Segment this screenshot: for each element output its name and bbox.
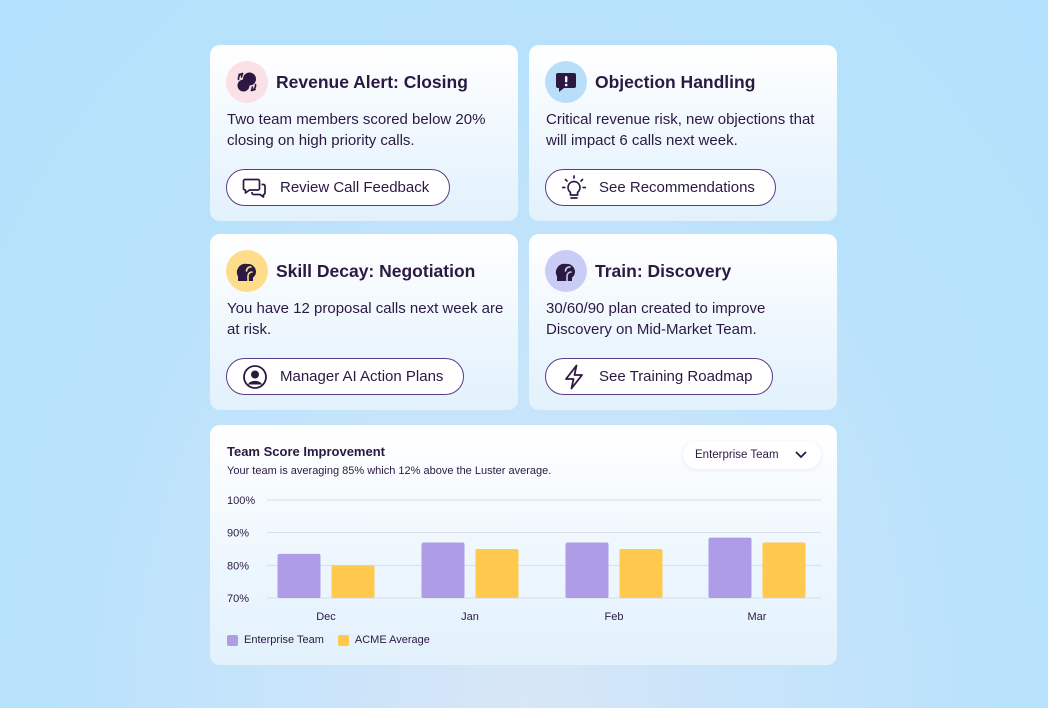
- x-tick-label: Jan: [461, 611, 479, 623]
- bar-acme-feb: [619, 549, 663, 598]
- card-title: Skill Decay: Negotiation: [276, 260, 476, 281]
- y-tick-label: 70%: [227, 593, 249, 605]
- x-tick-label: Feb: [605, 611, 624, 623]
- bar-enterprise-jan: [421, 542, 465, 598]
- train-discovery-card: Train: Discovery 30/60/90 plan created t…: [529, 234, 837, 410]
- chart-title: Team Score Improvement: [227, 444, 385, 459]
- dropdown-selected-value: Enterprise Team: [695, 449, 779, 461]
- x-tick-label: Mar: [748, 611, 767, 623]
- review-call-feedback-button[interactable]: Review Call Feedback: [226, 169, 451, 206]
- chart-legend: Enterprise Team ACME Average: [227, 634, 444, 646]
- card-header: Revenue Alert: Closing: [226, 61, 468, 103]
- revenue-alert-card: Revenue Alert: Closing Two team members …: [210, 45, 518, 221]
- button-label: See Training Roadmap: [599, 368, 753, 385]
- card-header: Objection Handling: [545, 61, 755, 103]
- manager-ai-action-plans-button[interactable]: Manager AI Action Plans: [226, 358, 465, 395]
- button-label: Manager AI Action Plans: [280, 368, 444, 385]
- y-tick-label: 100%: [227, 495, 255, 507]
- legend-item-enterprise: Enterprise Team: [227, 634, 324, 646]
- card-title: Train: Discovery: [595, 260, 732, 281]
- skill-decay-card: Skill Decay: Negotiation You have 12 pro…: [210, 234, 518, 410]
- head-silhouette-icon: [226, 250, 268, 292]
- chevron-down-icon: [795, 451, 807, 458]
- card-title: Objection Handling: [595, 71, 756, 92]
- button-label: See Recommendations: [599, 179, 755, 196]
- card-header: Skill Decay: Negotiation: [226, 250, 475, 292]
- card-title: Revenue Alert: Closing: [276, 71, 468, 92]
- lightbulb-icon: [561, 174, 587, 201]
- bar-acme-dec: [331, 565, 375, 598]
- legend-label: ACME Average: [354, 634, 430, 646]
- revenue-alert-icon: [226, 61, 268, 103]
- bar-acme-jan: [475, 549, 519, 598]
- bar-enterprise-mar: [708, 537, 752, 598]
- see-recommendations-button[interactable]: See Recommendations: [545, 169, 776, 206]
- bar-chart: 70% 80% 90% 100% Dec Jan Feb Mar: [227, 495, 821, 623]
- card-description: You have 12 proposal calls next week are…: [227, 300, 504, 338]
- chart-subtitle: Your team is averaging 85% which 12% abo…: [227, 465, 552, 477]
- head-silhouette-icon: [545, 250, 587, 292]
- team-score-chart-card: Team Score Improvement Your team is aver…: [210, 425, 837, 665]
- card-description: Critical revenue risk, new objections th…: [546, 111, 815, 149]
- see-training-roadmap-button[interactable]: See Training Roadmap: [545, 358, 774, 395]
- y-tick-label: 90%: [227, 528, 249, 540]
- user-circle-icon: [242, 364, 268, 390]
- team-select-dropdown[interactable]: Enterprise Team: [683, 441, 821, 469]
- legend-swatch: [227, 634, 238, 646]
- lightning-icon: [561, 364, 587, 390]
- exclamation-bubble-icon: [545, 61, 587, 103]
- button-label: Review Call Feedback: [280, 179, 430, 196]
- bar-enterprise-dec: [277, 553, 321, 598]
- x-tick-label: Dec: [316, 611, 336, 623]
- legend-label: Enterprise Team: [244, 634, 324, 646]
- bar-acme-mar: [762, 542, 806, 598]
- bar-enterprise-feb: [565, 542, 609, 598]
- legend-item-acme: ACME Average: [337, 634, 430, 646]
- y-tick-label: 80%: [227, 560, 249, 572]
- card-description: 30/60/90 plan created to improve Discove…: [546, 300, 766, 338]
- card-description: Two team members scored below 20% closin…: [227, 111, 486, 149]
- legend-swatch: [337, 634, 349, 646]
- card-header: Train: Discovery: [545, 250, 731, 292]
- objection-handling-card: Objection Handling Critical revenue risk…: [529, 45, 837, 221]
- chat-bubbles-icon: [242, 175, 268, 201]
